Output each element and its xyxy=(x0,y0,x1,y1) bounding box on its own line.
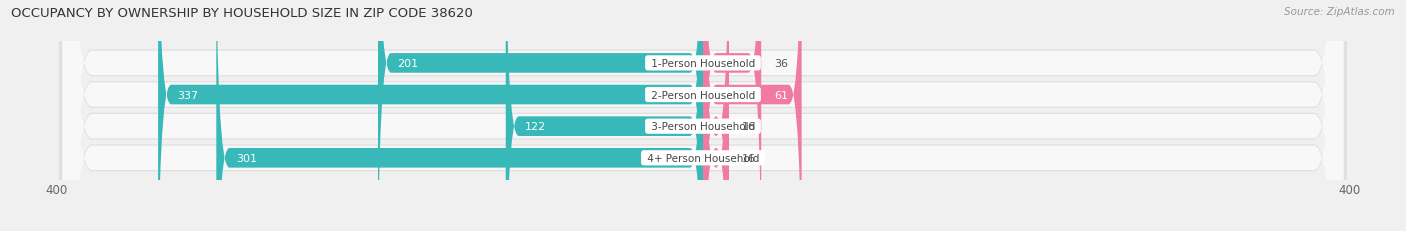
Text: 4+ Person Household: 4+ Person Household xyxy=(644,153,762,163)
FancyBboxPatch shape xyxy=(63,0,1343,231)
Text: 61: 61 xyxy=(775,90,789,100)
Text: 201: 201 xyxy=(398,59,419,69)
FancyBboxPatch shape xyxy=(703,0,761,231)
FancyBboxPatch shape xyxy=(217,0,703,231)
FancyBboxPatch shape xyxy=(59,0,1347,231)
Text: OCCUPANCY BY OWNERSHIP BY HOUSEHOLD SIZE IN ZIP CODE 38620: OCCUPANCY BY OWNERSHIP BY HOUSEHOLD SIZE… xyxy=(11,7,474,20)
FancyBboxPatch shape xyxy=(703,0,728,231)
FancyBboxPatch shape xyxy=(63,0,1343,231)
Text: 36: 36 xyxy=(775,59,789,69)
Text: 1-Person Household: 1-Person Household xyxy=(648,59,758,69)
FancyBboxPatch shape xyxy=(63,0,1343,231)
Text: Source: ZipAtlas.com: Source: ZipAtlas.com xyxy=(1284,7,1395,17)
FancyBboxPatch shape xyxy=(59,0,1347,231)
Text: 16: 16 xyxy=(742,153,756,163)
FancyBboxPatch shape xyxy=(703,0,728,231)
FancyBboxPatch shape xyxy=(59,0,1347,231)
FancyBboxPatch shape xyxy=(703,0,801,231)
Text: 2-Person Household: 2-Person Household xyxy=(648,90,758,100)
FancyBboxPatch shape xyxy=(157,0,703,231)
FancyBboxPatch shape xyxy=(378,0,703,231)
Text: 16: 16 xyxy=(742,122,756,132)
Text: 301: 301 xyxy=(236,153,257,163)
Text: 3-Person Household: 3-Person Household xyxy=(648,122,758,132)
FancyBboxPatch shape xyxy=(506,0,703,231)
Text: 122: 122 xyxy=(526,122,547,132)
Text: 337: 337 xyxy=(177,90,198,100)
FancyBboxPatch shape xyxy=(63,0,1343,231)
FancyBboxPatch shape xyxy=(59,0,1347,231)
